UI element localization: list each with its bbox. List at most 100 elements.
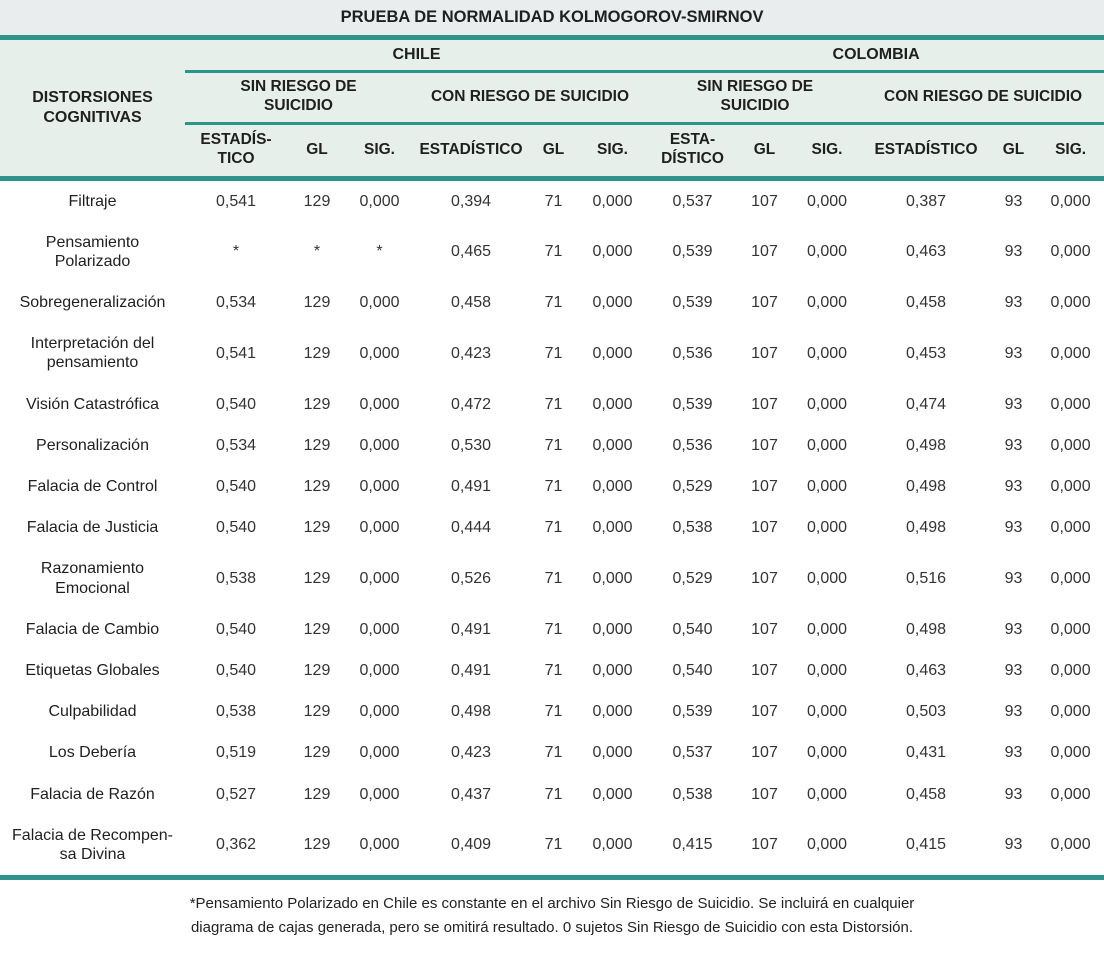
data-cell: 129 [287, 649, 347, 692]
data-cell: 93 [990, 814, 1037, 881]
data-cell: 129 [287, 282, 347, 324]
data-cell: 129 [287, 507, 347, 549]
data-cell: 129 [287, 548, 347, 609]
data-cell: 0,000 [792, 814, 862, 881]
data-cell: 0,000 [792, 282, 862, 324]
data-cell: 0,540 [185, 466, 287, 508]
data-cell: 129 [287, 466, 347, 508]
row-label: Culpabilidad [0, 691, 185, 733]
data-cell: 0,536 [648, 323, 737, 384]
data-cell: 0,491 [412, 466, 530, 508]
data-cell: 107 [737, 383, 792, 425]
data-cell: 0,000 [347, 814, 412, 881]
data-cell: 93 [990, 732, 1037, 774]
data-cell: 0,540 [185, 507, 287, 549]
table-row: Sobregeneralización 0,534 129 0,000 0,458 71 0… [0, 282, 1104, 324]
data-cell: 107 [737, 732, 792, 774]
data-cell: 0,463 [862, 649, 990, 692]
table-row: Falacia de Razón 0,527 129 0,000 0,437 71 0,00… [0, 773, 1104, 815]
data-cell: 0,538 [185, 548, 287, 609]
data-cell: 107 [737, 507, 792, 549]
data-cell: 71 [530, 323, 577, 384]
data-cell: 129 [287, 691, 347, 733]
table-body: Filtraje 0,541 129 0,000 0,394 71 0,000 0,537 10… [0, 178, 1104, 881]
data-cell: 0,541 [185, 323, 287, 384]
data-cell: 0,000 [347, 732, 412, 774]
data-cell: 0,529 [648, 466, 737, 508]
table-row: Etiquetas Globales 0,540 129 0,000 0,491 71 0,… [0, 649, 1104, 692]
data-cell: 0,539 [648, 691, 737, 733]
data-cell: 93 [990, 221, 1037, 283]
table-row: Falacia de Control 0,540 129 0,000 0,491 71 0,… [0, 466, 1104, 508]
data-cell: 93 [990, 282, 1037, 324]
statistic-header-row: ESTADÍS- TICO GL SIG. ESTADÍSTICO GL SIG… [0, 123, 1104, 181]
data-cell: 0,423 [412, 323, 530, 384]
data-cell: 0,539 [648, 383, 737, 425]
data-cell: 0,498 [862, 424, 990, 466]
data-cell: 0,000 [1037, 732, 1104, 774]
row-label: Personalización [0, 424, 185, 466]
data-cell: 0,000 [1037, 814, 1104, 881]
data-cell: 0,491 [412, 649, 530, 692]
row-label: Falacia de Justicia [0, 507, 185, 549]
data-cell: 107 [737, 548, 792, 609]
subheader-gl: GL [530, 123, 577, 181]
data-cell: 0,472 [412, 383, 530, 425]
data-cell: 129 [287, 814, 347, 881]
data-cell: 107 [737, 282, 792, 324]
row-label: Falacia de Razón [0, 773, 185, 815]
data-cell: 0,537 [648, 178, 737, 222]
data-cell: 0,000 [347, 466, 412, 508]
data-cell: 0,534 [185, 282, 287, 324]
data-cell: 0,387 [862, 178, 990, 222]
data-cell: 0,000 [792, 424, 862, 466]
data-cell: 93 [990, 466, 1037, 508]
data-cell: 0,458 [412, 282, 530, 324]
data-cell: 0,540 [648, 608, 737, 650]
data-cell: 0,498 [412, 691, 530, 733]
data-cell: 0,000 [1037, 608, 1104, 650]
data-cell: 0,423 [412, 732, 530, 774]
data-cell: 0,000 [1037, 424, 1104, 466]
table-row: Pensamiento Polarizado * * * 0,465 71 0,000 0,5… [0, 221, 1104, 283]
data-cell: 0,000 [792, 691, 862, 733]
data-cell: 0,000 [792, 221, 862, 283]
data-cell: 0,431 [862, 732, 990, 774]
data-cell: 93 [990, 649, 1037, 692]
row-label: Pensamiento Polarizado [0, 221, 185, 283]
data-cell: 0,000 [347, 424, 412, 466]
data-cell: 0,540 [185, 608, 287, 650]
row-label: Razonamiento Emocional [0, 548, 185, 609]
data-cell: 0,000 [792, 466, 862, 508]
data-cell: 0,000 [792, 649, 862, 692]
row-label: Sobregeneralización [0, 282, 185, 324]
subheader-gl: GL [287, 123, 347, 181]
data-cell: 0,000 [347, 548, 412, 609]
country-row: DISTORSIONES COGNITIVAS CHILE COLOMBIA [0, 37, 1104, 181]
data-cell: 0,000 [347, 178, 412, 222]
data-cell: 0,000 [577, 608, 648, 650]
data-cell: 71 [530, 221, 577, 283]
subheader-gl: GL [737, 123, 792, 181]
row-label: Interpretación del pensamiento [0, 323, 185, 384]
data-cell: 129 [287, 424, 347, 466]
data-cell: 93 [990, 178, 1037, 222]
data-cell: 0,000 [792, 323, 862, 384]
data-cell: 0,458 [862, 773, 990, 815]
data-cell: * [185, 221, 287, 283]
data-cell: 0,503 [862, 691, 990, 733]
data-cell: 0,000 [792, 548, 862, 609]
data-cell: 0,000 [1037, 466, 1104, 508]
data-cell: 0,465 [412, 221, 530, 283]
data-cell: 129 [287, 383, 347, 425]
data-cell: 107 [737, 323, 792, 384]
data-cell: 0,519 [185, 732, 287, 774]
data-cell: 0,000 [1037, 178, 1104, 222]
data-cell: 0,000 [577, 178, 648, 222]
data-cell: 0,000 [1037, 649, 1104, 692]
data-cell: 0,498 [862, 466, 990, 508]
table-row: Visión Catastrófica 0,540 129 0,000 0,472 71 0… [0, 383, 1104, 425]
data-cell: 71 [530, 507, 577, 549]
subheader-estadistico: ESTADÍS- TICO [185, 123, 287, 181]
